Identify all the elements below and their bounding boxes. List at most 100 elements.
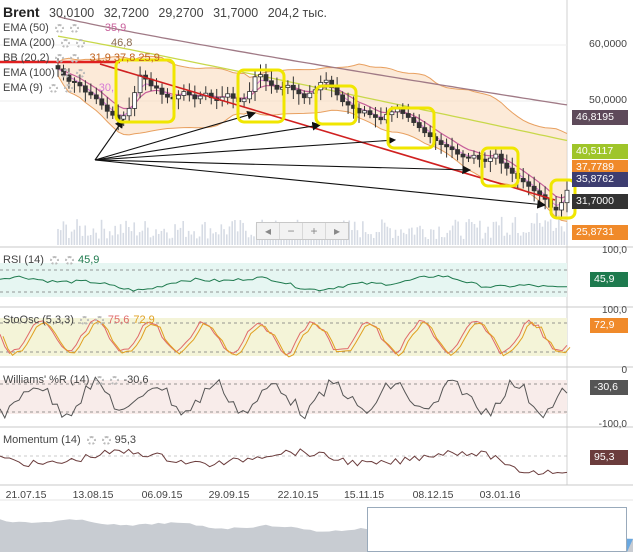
volume-bar [291, 236, 293, 245]
volume-bar [242, 222, 244, 245]
gear-icon[interactable] [95, 375, 105, 385]
volume-bar [147, 227, 149, 245]
candle-body [225, 93, 231, 98]
volume-bar [62, 221, 65, 245]
volume-bar [465, 222, 468, 245]
gear-icon[interactable] [94, 315, 104, 325]
candle-body [356, 108, 362, 114]
volume-bar [517, 232, 519, 245]
candle-body [159, 87, 165, 95]
volume-bar [427, 238, 429, 245]
volume-bar [367, 234, 370, 245]
volume-bar [397, 235, 400, 245]
legend-value: 31,9 37,8 25,9 [89, 52, 160, 64]
candle-body [362, 110, 367, 114]
volume-bar [416, 227, 419, 245]
volume-bar [495, 221, 498, 245]
ema100-line [57, 35, 568, 142]
gear-icon[interactable] [55, 53, 65, 63]
volume-bar [386, 226, 389, 245]
candle-body [378, 117, 384, 121]
volume-bar [190, 234, 193, 245]
scroll-left-button[interactable]: ◂ [257, 223, 280, 239]
gear-icon[interactable] [60, 68, 70, 78]
candle-body [93, 94, 99, 100]
legend-ema200[interactable]: EMA (200) 46,8 [3, 37, 132, 49]
candle-body [509, 167, 515, 174]
zoom-in-button[interactable]: + [303, 223, 326, 239]
close-value: 31,7000 [213, 6, 259, 20]
volume-bar [187, 230, 190, 245]
candle-body [77, 82, 83, 87]
candle-body [444, 144, 449, 148]
legend-ema9[interactable]: EMA (9) 30, [3, 82, 114, 94]
gear-icon[interactable] [70, 53, 80, 63]
scroll-right-button[interactable]: ▸ [333, 224, 341, 238]
gear-icon[interactable] [63, 83, 73, 93]
stoch-title[interactable]: StoOsc (5,3,3) 75,6 72,9 [3, 314, 155, 326]
gear-icon[interactable] [86, 435, 96, 445]
rsi-background [0, 263, 567, 297]
price-tag-bb-lower: 25,8731 [572, 225, 628, 240]
momentum-title[interactable]: Momentum (14) 95,3 [3, 434, 136, 446]
candle-body [252, 76, 258, 92]
candle-body [466, 156, 471, 159]
highlight-box [480, 146, 520, 188]
volume-bar [522, 232, 525, 245]
legend-ema50[interactable]: EMA (50) 35,9 [3, 22, 126, 34]
volume-bar [89, 234, 92, 245]
gear-icon[interactable] [64, 255, 74, 265]
zoom-out-button[interactable]: − [280, 223, 303, 239]
williams-axis-top: 0 [621, 365, 627, 376]
gear-icon[interactable] [101, 435, 111, 445]
rsi-title[interactable]: RSI (14) 45,9 [3, 254, 99, 266]
volume-bar [484, 232, 487, 245]
candle-body [104, 104, 110, 112]
volume-bar [95, 232, 97, 245]
candle-body [263, 74, 269, 82]
volume-bar [236, 231, 239, 245]
volume-bar [541, 226, 544, 245]
volume-bar [125, 220, 127, 245]
candle-body [531, 185, 537, 192]
x-tick-label: 21.07.15 [5, 489, 47, 501]
gear-icon[interactable] [60, 38, 70, 48]
panel-title: Williams' %R (14) [3, 374, 90, 386]
gear-icon[interactable] [110, 375, 120, 385]
volume-bar [133, 222, 136, 245]
price-tag-ema200: 46,8195 [572, 110, 628, 125]
x-tick-label: 06.09.15 [141, 489, 183, 501]
rsi-value: 45,9 [77, 254, 100, 266]
volume-bar [176, 229, 179, 245]
volume-bar [247, 237, 250, 245]
williams-title[interactable]: Williams' %R (14) -30,6 [3, 374, 149, 386]
volume-bar [130, 231, 133, 245]
gear-icon[interactable] [69, 23, 79, 33]
gear-icon[interactable] [75, 38, 85, 48]
highlight-box [386, 106, 436, 150]
gear-icon[interactable] [75, 68, 85, 78]
volume-bar [421, 229, 424, 245]
candle-body [460, 153, 466, 158]
candle-body [526, 181, 532, 187]
candle-body [482, 158, 488, 162]
volume-bar [538, 222, 541, 245]
volume-bar [212, 233, 214, 245]
candle-body [493, 153, 499, 159]
volume-bar [92, 228, 95, 245]
legend-bb[interactable]: BB (20,2) 31,9 37,8 25,9 [3, 52, 160, 64]
gear-icon[interactable] [49, 255, 59, 265]
legend-ema100[interactable]: EMA (100) [3, 67, 85, 79]
candle-body [290, 84, 296, 91]
volume-bar [138, 232, 141, 245]
gear-icon[interactable] [54, 23, 64, 33]
gear-icon[interactable] [48, 83, 58, 93]
volume-bar [528, 232, 530, 245]
overview-scroller-window[interactable] [367, 507, 627, 552]
volume-bar [65, 224, 67, 245]
gear-icon[interactable] [79, 315, 89, 325]
candle-body [373, 114, 378, 118]
separators [0, 246, 633, 486]
momentum-line [0, 448, 568, 476]
candle-body [269, 80, 274, 86]
